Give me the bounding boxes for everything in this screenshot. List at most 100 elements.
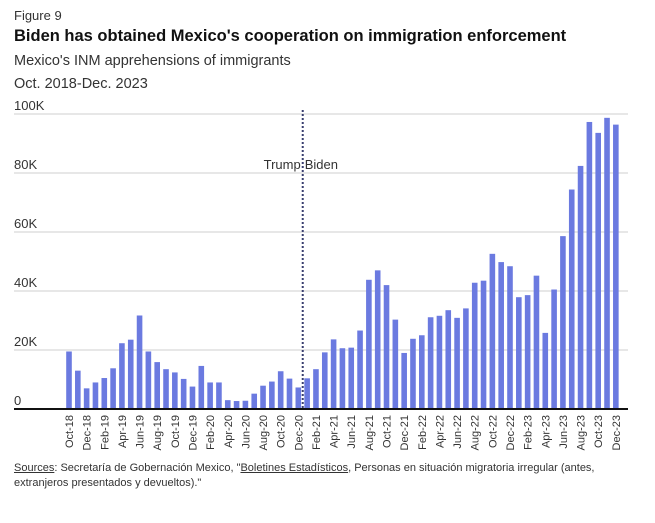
- bar: [586, 121, 593, 409]
- y-tick-label: 40K: [14, 275, 37, 290]
- source-link[interactable]: Boletines Estadísticos: [240, 462, 349, 474]
- x-tick-label: Jun-21: [346, 415, 358, 449]
- bar: [374, 270, 381, 409]
- bar: [216, 382, 222, 409]
- bar: [533, 275, 540, 409]
- bar: [489, 253, 496, 409]
- source-text-b: , Personas en situación migratoria irreg…: [14, 462, 595, 489]
- bar: [75, 370, 81, 409]
- bar: [568, 189, 575, 409]
- bar: [119, 343, 125, 409]
- x-tick-label: Feb-21: [311, 415, 323, 450]
- x-tick-label: Jun-19: [135, 415, 147, 449]
- x-tick-label: Apr-23: [540, 415, 552, 448]
- bar: [251, 393, 258, 409]
- bar: [383, 285, 390, 409]
- bar: [595, 132, 601, 409]
- bar: [551, 289, 557, 409]
- chart-title: Biden has obtained Mexico's cooperation …: [14, 27, 567, 45]
- bar: [577, 165, 584, 409]
- bar: [604, 117, 610, 409]
- x-tick-label: Oct-23: [593, 415, 605, 448]
- trump-label: Trump: [264, 157, 301, 172]
- bar: [471, 282, 478, 409]
- bar: [357, 330, 363, 409]
- bar: [348, 347, 355, 409]
- x-tick-label: Feb-19: [99, 415, 111, 450]
- bar: [445, 310, 452, 409]
- bar: [101, 378, 108, 409]
- source-text-a: : Secretaría de Gobernación Mexico, ": [54, 462, 241, 474]
- bar: [145, 351, 152, 409]
- x-tick-label: Oct-18: [64, 415, 76, 448]
- bar: [269, 381, 275, 409]
- x-tick-label: Dec-21: [399, 415, 411, 450]
- bar: [163, 369, 169, 409]
- bar: [410, 338, 416, 409]
- bar: [66, 351, 72, 409]
- chart-subtitle: Mexico's INM apprehensions of immigrants: [14, 53, 291, 69]
- chart-date-range: Oct. 2018-Dec. 2023: [14, 76, 148, 92]
- bar: [110, 368, 116, 409]
- x-tick-label: Jun-20: [240, 415, 252, 449]
- bar: [480, 280, 487, 409]
- x-tick-label: Dec-19: [187, 415, 199, 450]
- bar: [242, 400, 249, 409]
- bar: [542, 332, 549, 409]
- x-tick-label: Oct-19: [170, 415, 182, 448]
- x-tick-label: Dec-20: [293, 415, 305, 450]
- bar: [321, 352, 328, 409]
- x-tick-label: Jun-23: [558, 415, 570, 449]
- bar: [277, 371, 284, 409]
- x-tick-label: Apr-21: [329, 415, 341, 448]
- bar: [436, 315, 443, 409]
- bar: [454, 317, 460, 409]
- bar: [180, 378, 187, 409]
- y-tick-label: 60K: [14, 216, 37, 231]
- bar: [613, 124, 619, 410]
- bar: [207, 382, 213, 409]
- source-prefix: Sources: [14, 462, 55, 474]
- x-tick-label: Oct-22: [487, 415, 499, 448]
- bar: [92, 382, 99, 409]
- bar: [560, 236, 566, 409]
- x-tick-label: Dec-22: [505, 415, 517, 450]
- bar: [189, 386, 196, 409]
- bar: [154, 362, 160, 409]
- x-tick-label: Aug-21: [364, 415, 376, 450]
- bar: [419, 335, 425, 409]
- bar: [295, 387, 302, 409]
- bar: [172, 372, 178, 409]
- bar: [304, 378, 310, 409]
- bar: [136, 315, 143, 409]
- x-tick-label: Oct-21: [382, 415, 394, 448]
- x-tick-label: Feb-22: [417, 415, 429, 450]
- bar: [233, 401, 240, 409]
- y-tick-label: 100K: [14, 98, 45, 113]
- bar: [401, 352, 407, 409]
- x-tick-label: Feb-20: [205, 415, 217, 450]
- x-tick-label: Aug-23: [576, 415, 588, 450]
- x-tick-label: Aug-19: [152, 415, 164, 450]
- bar: [507, 266, 513, 409]
- apprehensions-bar-chart: 0 20K 40K 60K 80K 100K Oct-18 Dec-18 Feb-19 Apr-1…: [14, 98, 628, 450]
- x-tick-label: Aug-20: [258, 415, 270, 450]
- x-tick-label: Apr-19: [117, 415, 129, 448]
- x-tick-label: Jun-22: [452, 415, 464, 449]
- bar: [127, 339, 134, 409]
- x-tick-label: Aug-22: [470, 415, 482, 450]
- bar: [392, 319, 399, 409]
- bar: [498, 262, 504, 409]
- bar: [339, 348, 346, 409]
- bar: [330, 339, 337, 409]
- bar: [224, 400, 231, 409]
- x-tick-label: Feb-23: [523, 415, 535, 450]
- bar: [516, 297, 522, 409]
- x-tick-label: Oct-20: [276, 415, 288, 448]
- biden-label: Biden: [305, 157, 338, 172]
- source-note: Sources: Secretaría de Gobernación Mexic…: [14, 461, 634, 491]
- bar: [524, 295, 531, 409]
- bar: [83, 388, 90, 409]
- y-tick-label: 80K: [14, 157, 37, 172]
- x-tick-label: Apr-20: [223, 415, 235, 448]
